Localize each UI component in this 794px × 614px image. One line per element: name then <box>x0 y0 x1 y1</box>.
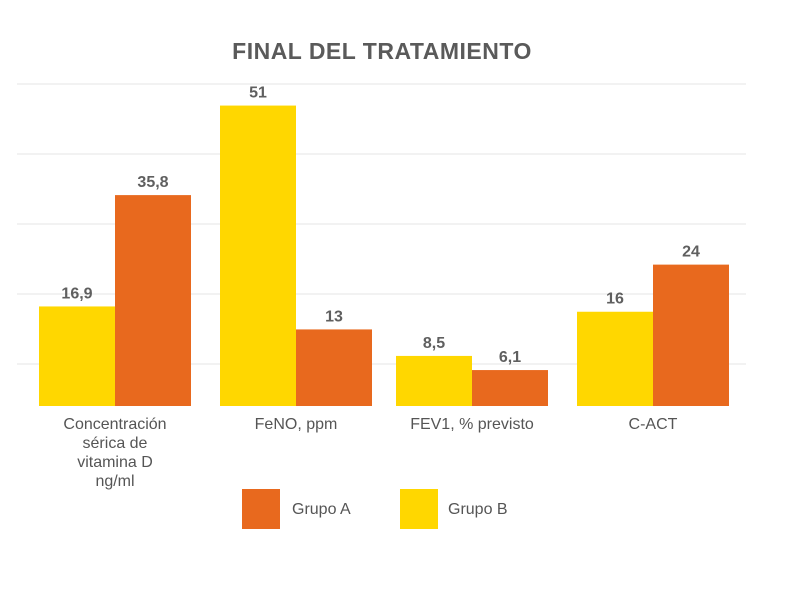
data-label-grupo-a-3: 24 <box>682 244 700 261</box>
legend-swatch-grupo-a <box>242 489 280 529</box>
bar-grupo-a-2 <box>472 370 548 406</box>
category-label-0-3: ng/ml <box>95 473 134 490</box>
data-label-grupo-a-0: 35,8 <box>137 174 168 191</box>
bar-grupo-a-0 <box>115 195 191 406</box>
bar-grupo-a-1 <box>296 329 372 406</box>
data-label-grupo-b-2: 8,5 <box>423 335 445 352</box>
category-label-3-0: C-ACT <box>629 416 678 433</box>
data-label-grupo-b-1: 51 <box>249 85 267 102</box>
legend-label-grupo-b: Grupo B <box>448 501 508 518</box>
category-label-1-0: FeNO, ppm <box>255 416 338 433</box>
chart-title: FINAL DEL TRATAMIENTO <box>232 38 532 64</box>
data-label-grupo-b-0: 16,9 <box>61 285 92 302</box>
data-label-grupo-a-1: 13 <box>325 308 343 325</box>
legend-swatch-grupo-b <box>400 489 438 529</box>
bar-grupo-a-3 <box>653 264 729 406</box>
bar-grupo-b-3 <box>577 311 653 406</box>
data-label-grupo-b-3: 16 <box>606 291 624 308</box>
legend-label-grupo-a: Grupo A <box>292 501 351 518</box>
bar-grupo-b-2 <box>396 355 472 406</box>
data-label-grupo-a-2: 6,1 <box>499 349 521 366</box>
category-label-0-0: Concentración <box>63 416 166 433</box>
bar-grupo-b-1 <box>220 105 296 407</box>
category-label-0-2: vitamina D <box>77 454 153 471</box>
bar-grupo-b-0 <box>39 306 115 406</box>
category-label-2-0: FEV1, % previsto <box>410 416 534 433</box>
category-label-0-1: sérica de <box>83 435 148 452</box>
